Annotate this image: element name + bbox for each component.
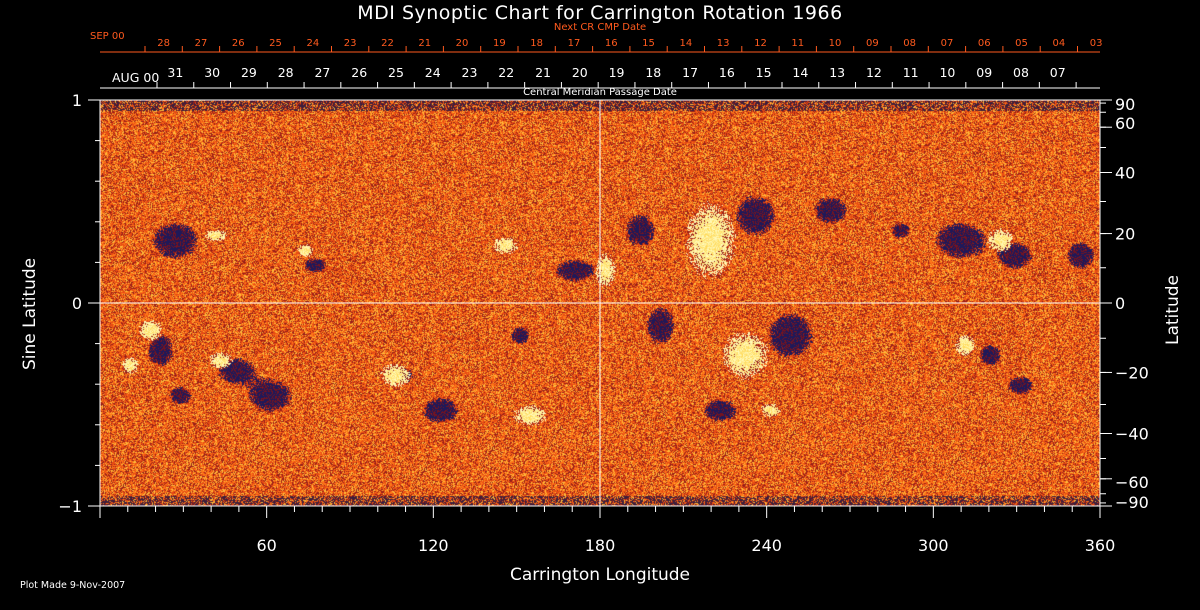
- top-date-label: 14: [792, 65, 808, 80]
- y-right-tick-label: −90: [1115, 493, 1149, 512]
- top-date-label: 09: [976, 65, 992, 80]
- top-date-label: 13: [829, 65, 845, 80]
- next-cr-date-label: 14: [679, 38, 692, 49]
- top-date-label: 24: [425, 65, 441, 80]
- next-cr-date-label: 13: [717, 38, 730, 49]
- top-axis-label: Central Meridian Passage Date: [523, 87, 677, 98]
- next-cr-date-label: 08: [903, 38, 916, 49]
- next-cr-date-label: 11: [791, 38, 804, 49]
- top-date-label: 23: [462, 65, 478, 80]
- next-cr-date-label: 24: [306, 38, 319, 49]
- y-axis-title-right: Latitude: [1163, 275, 1183, 345]
- next-cr-date-label: 21: [418, 38, 431, 49]
- top-date-label: 26: [351, 65, 367, 80]
- top-date-label: 21: [535, 65, 551, 80]
- x-axis-title: Carrington Longitude: [509, 565, 691, 585]
- next-cr-date-label: 09: [866, 38, 879, 49]
- top-date-label: 12: [866, 65, 882, 80]
- next-cr-date-label: 16: [605, 38, 618, 49]
- top-date-label: 16: [719, 65, 735, 80]
- next-cr-date-label: 25: [269, 38, 282, 49]
- y-right-tick-label: −40: [1115, 424, 1149, 443]
- plot-made-footer: Plot Made 9-Nov-2007: [20, 580, 126, 591]
- next-cr-date-label: 05: [1015, 38, 1028, 49]
- next-cr-month-label: SEP 00: [90, 31, 125, 42]
- top-date-label: 22: [498, 65, 514, 80]
- x-tick-label: 300: [918, 536, 949, 555]
- next-cr-date-label: 06: [978, 38, 991, 49]
- next-cr-date-label: 22: [381, 38, 394, 49]
- next-cr-date-label: 18: [530, 38, 543, 49]
- x-tick-label: 360: [1085, 536, 1116, 555]
- y-right-tick-label: 20: [1115, 225, 1135, 244]
- x-tick-label: 240: [751, 536, 782, 555]
- top-axis-month-label: AUG 00: [112, 70, 160, 85]
- top-date-label: 17: [682, 65, 698, 80]
- y-right-tick-label: 60: [1115, 114, 1135, 133]
- top-date-label: 29: [241, 65, 257, 80]
- top-date-label: 27: [314, 65, 330, 80]
- top-date-label: 18: [645, 65, 661, 80]
- top-date-label: 25: [388, 65, 404, 80]
- top-date-label: 15: [756, 65, 772, 80]
- y-left-tick-label: 0: [72, 294, 82, 313]
- next-cr-date-label: 15: [642, 38, 655, 49]
- next-cr-label: Next CR CMP Date: [553, 22, 647, 33]
- x-tick-label: 120: [418, 536, 449, 555]
- next-cr-date-label: 10: [829, 38, 842, 49]
- top-date-label: 10: [939, 65, 955, 80]
- y-right-tick-label: 40: [1115, 164, 1135, 183]
- next-cr-date-label: 28: [157, 38, 170, 49]
- y-right-tick-label: −20: [1115, 363, 1149, 382]
- x-tick-label: 180: [585, 536, 616, 555]
- top-date-label: 30: [204, 65, 220, 80]
- top-date-label: 20: [572, 65, 588, 80]
- next-cr-date-label: 07: [941, 38, 954, 49]
- top-date-label: 31: [167, 65, 183, 80]
- next-cr-date-label: 26: [232, 38, 245, 49]
- y-axis-title-left: Sine Latitude: [20, 257, 40, 370]
- x-tick-label: 60: [256, 536, 276, 555]
- y-right-tick-label: −60: [1115, 473, 1149, 492]
- next-cr-date-label: 17: [568, 38, 581, 49]
- next-cr-date-label: 27: [195, 38, 208, 49]
- top-date-label: 19: [609, 65, 625, 80]
- magnetogram-image: [100, 100, 1100, 506]
- next-cr-date-label: 20: [456, 38, 469, 49]
- next-cr-date-label: 03: [1090, 38, 1103, 49]
- top-date-label: 07: [1050, 65, 1066, 80]
- chart-title: MDI Synoptic Chart for Carrington Rotati…: [357, 2, 843, 24]
- next-cr-date-label: 12: [754, 38, 767, 49]
- y-right-tick-label: 0: [1115, 294, 1125, 313]
- next-cr-date-label: 23: [344, 38, 357, 49]
- top-date-label: 08: [1013, 65, 1029, 80]
- top-date-label: 11: [903, 65, 919, 80]
- next-cr-date-label: 19: [493, 38, 506, 49]
- next-cr-date-label: 04: [1052, 38, 1065, 49]
- synoptic-map: [100, 100, 1100, 506]
- y-left-tick-label: −1: [58, 497, 82, 516]
- top-date-label: 28: [278, 65, 294, 80]
